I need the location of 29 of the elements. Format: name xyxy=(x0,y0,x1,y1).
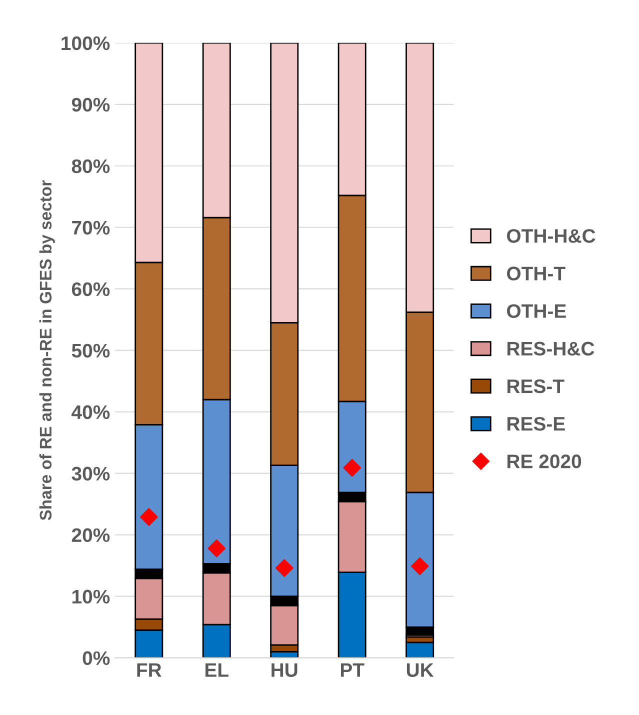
point xyxy=(140,508,158,526)
y-tick-label: 100% xyxy=(62,36,110,50)
point xyxy=(208,539,226,558)
legend-label: RES-T xyxy=(507,379,564,394)
legend-label: OTH-E xyxy=(506,304,566,318)
legend-label: RE 2020 xyxy=(507,454,582,468)
y-tick-label: 60% xyxy=(72,282,110,296)
legend-label: RES-H&C xyxy=(507,342,594,356)
y-tick-label: 30% xyxy=(72,466,110,481)
point xyxy=(275,559,294,577)
x-tick-label: UK xyxy=(406,663,434,677)
y-tick-label: 50% xyxy=(72,344,110,358)
y-tick-label: 20% xyxy=(72,528,110,542)
point xyxy=(410,557,429,576)
y-tick-label: 90% xyxy=(72,98,110,112)
y-tick-label: 40% xyxy=(72,405,110,420)
y-tick-label: 80% xyxy=(72,159,110,174)
legend-label: OTH-T xyxy=(506,266,566,280)
y-tick-label: 0% xyxy=(82,651,110,666)
y-tick-label: 10% xyxy=(72,590,110,604)
point xyxy=(343,458,361,477)
x-tick-label: EL xyxy=(206,663,228,677)
legend-label: RES-E xyxy=(507,416,565,431)
x-tick-label: FR xyxy=(137,663,162,677)
y-tick-label: 70% xyxy=(72,220,110,235)
x-tick-label: PT xyxy=(340,663,364,677)
legend-label: OTH-H&C xyxy=(506,229,596,243)
x-tick-label: HU xyxy=(272,663,298,677)
y-axis-title: Share of RE and non-RE in GFES by sector xyxy=(39,180,55,520)
